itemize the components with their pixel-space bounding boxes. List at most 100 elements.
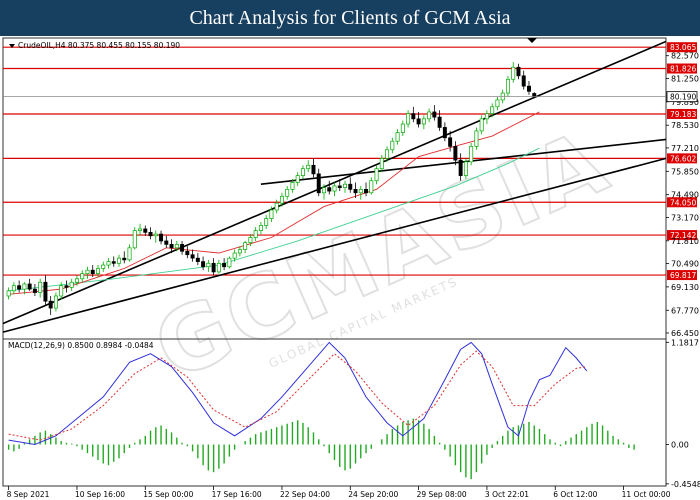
candle-body — [22, 283, 27, 290]
candle-body — [337, 185, 342, 188]
candle-body — [285, 189, 290, 197]
candle-body — [400, 123, 405, 133]
candle-body — [59, 285, 64, 297]
trendline — [2, 157, 667, 333]
candle-body — [385, 149, 390, 159]
candle-body — [526, 85, 531, 92]
price-tick-label: 71.810 — [671, 237, 699, 246]
candle-body — [258, 225, 263, 231]
level-tag-label: 72.142 — [670, 231, 696, 240]
chevron-down-icon[interactable] — [9, 44, 15, 48]
candle-body — [159, 233, 164, 242]
macd-tick-label: 0.00 — [671, 440, 689, 449]
candle-body — [463, 161, 468, 176]
candle-body — [369, 180, 374, 194]
level-tag-label: 74.050 — [670, 198, 696, 207]
candle-body — [117, 257, 121, 264]
candle-body — [222, 262, 227, 268]
price-axis: 82.570 81.250 79.890 78.530 77.210 75.850 74.4… — [666, 52, 699, 338]
candle-body — [306, 164, 311, 170]
candle-body — [153, 233, 158, 237]
price-tick-label: 77.210 — [671, 144, 699, 153]
price-panel: 83.065 81.826 79.183 76.602 74.050 72.142 69.8… — [2, 37, 699, 340]
candle-body — [274, 202, 279, 211]
price-tick-label: 75.850 — [671, 167, 699, 176]
candle-body — [332, 185, 337, 192]
candle-body — [111, 261, 116, 264]
candle-body — [532, 93, 537, 98]
candle-body — [174, 244, 179, 249]
candle-body — [311, 164, 316, 175]
candle-body — [421, 118, 426, 125]
candle-body — [206, 262, 211, 268]
candle-body — [64, 285, 69, 288]
time-tick-label: 11 Oct 00:00 — [622, 490, 671, 499]
candle-body — [300, 168, 305, 176]
level-tag — [667, 230, 697, 241]
candle-body — [390, 140, 395, 151]
candle-body — [469, 146, 474, 163]
current-price-tag: 80.190 — [666, 91, 698, 103]
macd-label: MACD(12,26,9) 0.8500 0.8984 -0.0484 — [8, 341, 154, 350]
candle-body — [122, 257, 127, 261]
chart-background — [0, 36, 700, 500]
scroll-marker-icon — [527, 38, 537, 43]
candle-body — [185, 250, 190, 256]
candle-body — [395, 132, 400, 142]
ma-green-line — [8, 147, 540, 292]
candle-body — [164, 240, 169, 245]
macd-line — [8, 341, 588, 446]
candles — [6, 62, 537, 315]
candle-body — [138, 228, 143, 231]
candle-body — [132, 230, 137, 249]
candle-body — [17, 285, 22, 290]
price-tick-label: 66.450 — [671, 329, 699, 338]
candle-body — [327, 187, 332, 192]
candle-body — [169, 244, 174, 249]
macd-lines — [8, 341, 588, 446]
candle-body — [227, 257, 232, 268]
level-tag-label: 81.826 — [670, 65, 696, 74]
candle-body — [442, 127, 447, 139]
candle-body — [216, 262, 221, 273]
candle-body — [148, 232, 153, 237]
level-tag-label: 79.183 — [670, 110, 696, 119]
price-tick-label: 78.530 — [671, 121, 699, 130]
candle-body — [448, 137, 453, 147]
level-tag-label: 76.602 — [670, 154, 696, 163]
candle-body — [11, 285, 16, 292]
candle-body — [411, 113, 416, 120]
candle-body — [211, 262, 216, 273]
candle-body — [101, 264, 106, 269]
candle-body — [484, 113, 489, 120]
candle-body — [364, 189, 369, 194]
candle-body — [432, 111, 437, 118]
level-tag — [667, 108, 697, 119]
candle-body — [479, 118, 484, 132]
candle-body — [85, 269, 90, 274]
candle-body — [232, 252, 237, 259]
trendline — [260, 138, 667, 185]
price-tick-label: 79.890 — [671, 98, 699, 107]
candle-body — [453, 146, 458, 161]
candle-body — [253, 230, 258, 238]
chart-area: GCMASIA GLOBAL CAPITAL MARKETS 83.06581.… — [0, 36, 700, 500]
price-tick-label: 67.770 — [671, 306, 699, 315]
candle-body — [74, 278, 79, 283]
candle-body — [511, 66, 516, 80]
candle-body — [143, 228, 148, 233]
level-tag-label: 69.817 — [670, 271, 696, 280]
time-tick-label: 24 Sep 20:00 — [348, 490, 398, 499]
candle-body — [243, 242, 248, 250]
macd-signal-line — [8, 350, 587, 441]
level-tag — [667, 63, 697, 74]
candle-body — [90, 269, 95, 274]
symbol-info: CrudeOIL,H4 80.375 80.455 80.155 80.190 — [18, 41, 180, 50]
macd-axis: 1.1817 0.00 -0.4548 — [666, 338, 700, 489]
candle-body — [264, 218, 269, 226]
candle-body — [69, 281, 74, 288]
candle-body — [316, 173, 321, 194]
candle-body — [96, 268, 100, 274]
candle-body — [427, 111, 432, 120]
level-tag — [667, 270, 697, 281]
